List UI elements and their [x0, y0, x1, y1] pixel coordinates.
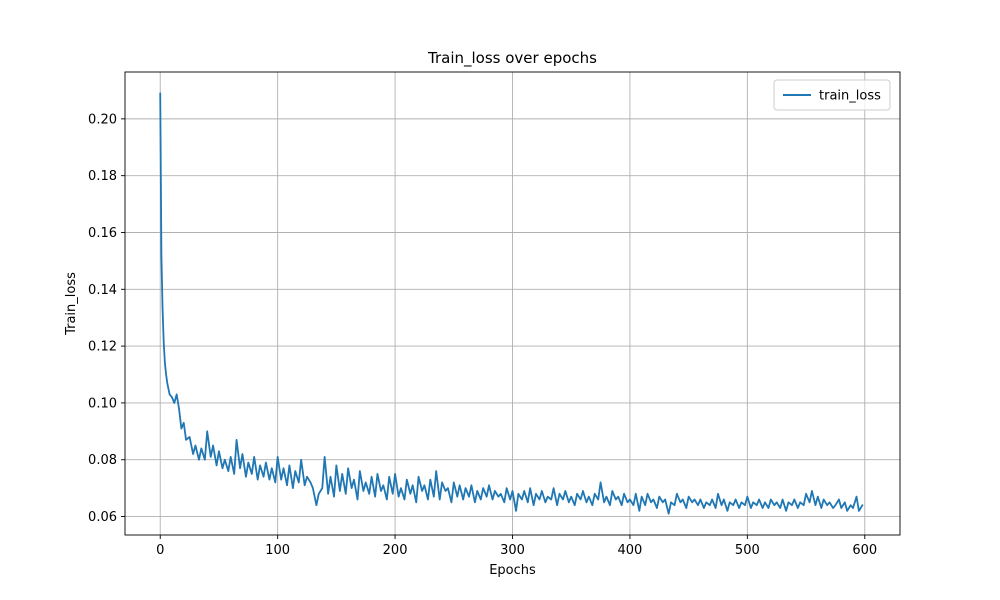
- y-axis-label: Train_loss: [64, 272, 79, 336]
- y-tick-label-5: 0.16: [88, 226, 117, 241]
- y-tick-label-2: 0.10: [88, 396, 117, 411]
- x-tick-label-500: 500: [735, 543, 760, 558]
- x-tick-label-0: 0: [156, 543, 164, 558]
- chart-title: Train_loss over epochs: [427, 49, 597, 68]
- y-tick-label-4: 0.14: [88, 283, 117, 298]
- y-tick-label-1: 0.08: [88, 453, 117, 468]
- legend: train_loss: [774, 80, 890, 110]
- x-tick-label-100: 100: [265, 543, 290, 558]
- legend-label-train-loss: train_loss: [819, 89, 881, 104]
- y-tick-label-6: 0.18: [88, 169, 117, 184]
- x-tick-label-400: 400: [618, 543, 643, 558]
- y-tick-label-0: 0.06: [88, 510, 117, 525]
- x-axis-label: Epochs: [489, 563, 536, 578]
- y-tick-label-7: 0.20: [88, 112, 117, 127]
- x-tick-label-200: 200: [383, 543, 408, 558]
- x-tick-label-600: 600: [852, 543, 877, 558]
- x-tick-label-300: 300: [500, 543, 525, 558]
- y-tick-label-3: 0.12: [88, 340, 117, 355]
